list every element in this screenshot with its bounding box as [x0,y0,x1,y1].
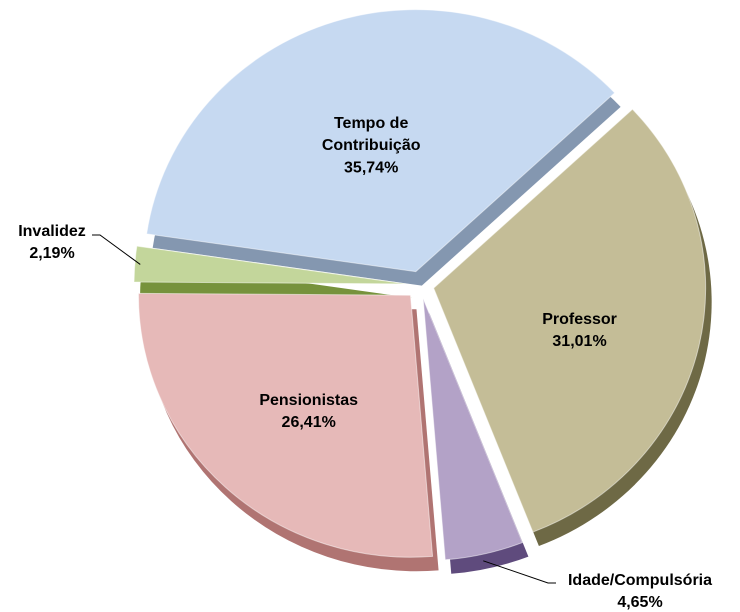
value-label: 26,41% [282,414,336,431]
slice-label: Professor [542,311,617,328]
slice-label: Invalidez [18,223,86,240]
value-label: 2,19% [29,245,74,262]
slice-label: Pensionistas [259,392,358,409]
leader-line [483,560,556,584]
label-line: Tempo de [334,115,408,132]
slice [137,292,434,558]
slice-label: Idade/Compulsória [568,572,712,589]
slice-label: Tempo de Contribuição [322,115,421,154]
label-line: Contribuição [322,137,421,154]
slice [422,298,524,561]
value-label: 31,01% [552,333,606,350]
slice [433,108,707,533]
value-label: 4,65% [617,594,662,611]
slice [146,9,616,273]
slice [133,245,407,285]
value-label: 35,74% [344,159,398,176]
leader-line [92,234,141,265]
